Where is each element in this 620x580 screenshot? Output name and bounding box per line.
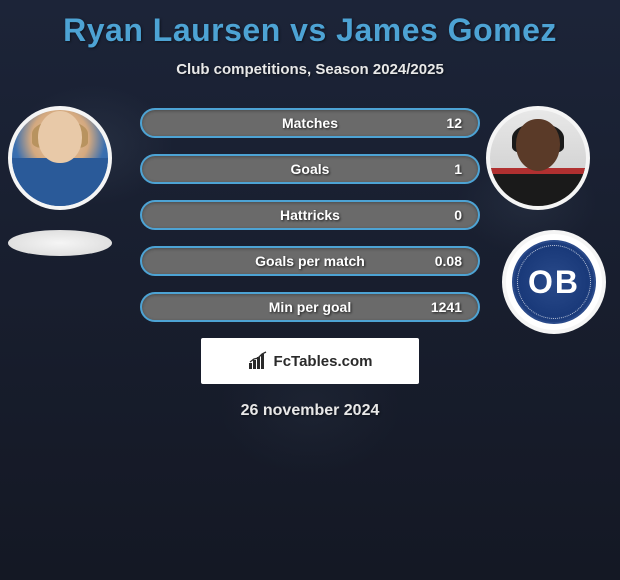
player2-avatar: [486, 106, 590, 210]
player2-team-badge: OB: [502, 230, 606, 334]
stat-value-right: 1: [454, 161, 462, 177]
team-badge-text: OB: [528, 264, 580, 301]
content-area: OB Matches 12 Goals 1 Hattricks 0 Goals …: [0, 106, 620, 420]
stat-label: Hattricks: [280, 207, 340, 223]
stat-row-hattricks: Hattricks 0: [140, 200, 480, 230]
stat-label: Matches: [282, 115, 338, 131]
stat-value-right: 0.08: [435, 253, 462, 269]
subtitle: Club competitions, Season 2024/2025: [0, 61, 620, 78]
stat-label: Goals per match: [255, 253, 365, 269]
player1-jersey: [12, 158, 108, 206]
player1-face: [38, 111, 82, 163]
stats-list: Matches 12 Goals 1 Hattricks 0 Goals per…: [140, 106, 480, 322]
date-text: 26 november 2024: [0, 402, 620, 420]
bar-chart-icon: [248, 351, 268, 371]
stat-row-matches: Matches 12: [140, 108, 480, 138]
player2-jersey: [490, 168, 586, 206]
stat-value-right: 1241: [431, 299, 462, 315]
stat-row-goals-per-match: Goals per match 0.08: [140, 246, 480, 276]
stat-label: Min per goal: [269, 299, 351, 315]
brand-banner: FcTables.com: [201, 338, 419, 384]
brand-text: FcTables.com: [274, 353, 373, 370]
stat-label: Goals: [291, 161, 330, 177]
vs-text: vs: [290, 12, 327, 48]
team-badge-circle: OB: [512, 240, 596, 324]
player1-avatar: [8, 106, 112, 210]
stat-value-right: 0: [454, 207, 462, 223]
player1-name: Ryan Laursen: [63, 12, 281, 48]
player1-team-badge: [8, 230, 112, 256]
player2-name: James Gomez: [336, 12, 557, 48]
stat-row-min-per-goal: Min per goal 1241: [140, 292, 480, 322]
stat-value-right: 12: [446, 115, 462, 131]
stat-row-goals: Goals 1: [140, 154, 480, 184]
player2-face: [516, 119, 560, 171]
comparison-title: Ryan Laursen vs James Gomez: [0, 0, 620, 49]
